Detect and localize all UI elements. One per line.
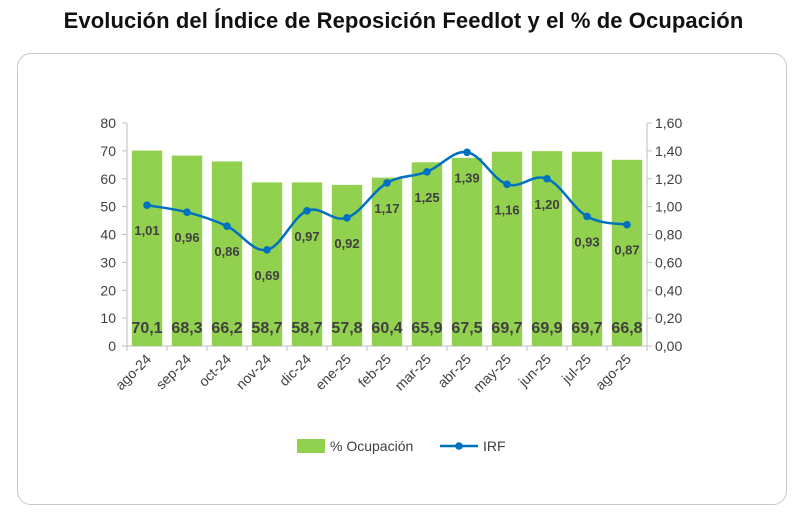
irf-point-ago-24 — [143, 201, 151, 210]
right-axis-tick-label: 1,40 — [655, 143, 682, 159]
x-axis-category-label: sep-24 — [153, 351, 195, 393]
x-axis-category-label: abr-25 — [434, 351, 474, 391]
irf-value-label: 0,96 — [174, 230, 199, 245]
right-axis-tick-label: 0,40 — [655, 282, 682, 298]
x-axis-category-label: ago-24 — [112, 351, 154, 393]
irf-point-sep-24 — [183, 208, 191, 216]
irf-value-label: 0,93 — [574, 234, 599, 249]
x-axis-category-label: nov-24 — [233, 351, 275, 393]
left-axis-tick-label: 80 — [100, 115, 116, 131]
x-axis-category-label: may-25 — [470, 351, 514, 395]
left-axis-tick-label: 40 — [100, 227, 116, 243]
bar-value-label: 67,5 — [451, 320, 482, 337]
bar-value-label: 57,8 — [331, 320, 362, 337]
left-axis-tick-label: 70 — [100, 143, 116, 159]
bar-sep-24 — [171, 155, 203, 346]
irf-point-jun-25 — [543, 174, 551, 183]
irf-point-jul-25 — [583, 212, 591, 221]
irf-value-label: 0,86 — [214, 244, 239, 259]
irf-value-label: 1,39 — [454, 170, 479, 185]
irf-value-label: 1,20 — [534, 197, 559, 212]
irf-point-abr-25 — [463, 148, 471, 157]
irf-point-feb-25 — [383, 179, 391, 187]
irf-value-label: 1,25 — [414, 190, 439, 205]
right-axis-tick-label: 1,60 — [655, 115, 682, 131]
bar-value-label: 65,9 — [411, 320, 442, 337]
irf-point-nov-24 — [263, 246, 271, 254]
left-axis-tick-label: 50 — [100, 199, 116, 215]
bar-value-label: 60,4 — [371, 320, 402, 337]
x-axis-category-label: mar-25 — [391, 351, 434, 394]
right-axis-tick-label: 0,20 — [655, 310, 682, 326]
bar-oct-24 — [211, 161, 243, 346]
bar-ago-25 — [611, 159, 643, 346]
irf-point-mar-25 — [423, 167, 431, 176]
irf-value-label: 1,17 — [374, 201, 399, 216]
right-axis-tick-label: 0,80 — [655, 227, 682, 243]
x-axis-category-label: oct-24 — [195, 351, 234, 390]
bar-value-label: 69,7 — [491, 320, 522, 337]
left-axis-tick-label: 10 — [100, 310, 116, 326]
irf-value-label: 0,97 — [294, 229, 319, 244]
irf-value-label: 0,92 — [334, 236, 359, 251]
bar-value-label: 70,1 — [131, 320, 162, 337]
left-axis-tick-label: 20 — [100, 282, 116, 298]
right-axis-tick-label: 0,00 — [655, 338, 682, 354]
irf-point-oct-24 — [223, 222, 231, 230]
irf-point-dic-24 — [303, 207, 311, 215]
right-axis-tick-label: 1,00 — [655, 199, 682, 215]
legend-irf-marker — [455, 442, 463, 450]
irf-point-may-25 — [503, 180, 511, 189]
bar-value-label: 58,7 — [251, 320, 282, 337]
x-axis-category-label: ago-25 — [592, 351, 634, 393]
irf-value-label: 0,87 — [614, 243, 639, 258]
legend-ocupacion-label: % Ocupación — [330, 438, 413, 454]
left-axis-tick-label: 60 — [100, 171, 116, 187]
bar-value-label: 69,7 — [571, 320, 602, 337]
right-axis-tick-label: 1,20 — [655, 171, 682, 187]
right-axis-tick-label: 0,60 — [655, 254, 682, 270]
irf-point-ene-25 — [343, 213, 351, 222]
legend-ocupacion-swatch — [297, 439, 325, 453]
left-axis-tick-label: 30 — [100, 254, 116, 270]
bar-nov-24 — [251, 182, 283, 346]
bar-mar-25 — [411, 162, 443, 346]
irf-value-label: 1,16 — [494, 202, 519, 217]
left-axis-tick-label: 0 — [108, 338, 116, 354]
irf-value-label: 0,69 — [254, 268, 279, 283]
x-axis-category-label: feb-25 — [355, 351, 395, 391]
x-axis-category-label: jun-25 — [515, 351, 555, 391]
x-axis-category-label: dic-24 — [276, 351, 314, 389]
bar-ago-24 — [131, 150, 163, 346]
legend-irf-label: IRF — [483, 438, 506, 454]
bar-value-label: 66,8 — [611, 320, 642, 337]
x-axis-category-label: jul-25 — [558, 351, 594, 387]
irf-point-ago-25 — [623, 220, 631, 229]
irf-value-label: 1,01 — [134, 223, 159, 238]
bar-value-label: 58,7 — [291, 320, 322, 337]
bar-value-label: 66,2 — [211, 320, 242, 337]
bar-jun-25 — [531, 151, 563, 346]
bar-abr-25 — [451, 157, 483, 346]
bar-value-label: 69,9 — [531, 320, 562, 337]
bar-value-label: 68,3 — [171, 320, 202, 337]
page-title: Evolución del Índice de Reposición Feedl… — [63, 8, 744, 33]
x-axis-category-label: ene-25 — [312, 351, 354, 393]
bar-feb-25 — [371, 177, 403, 346]
bar-jul-25 — [571, 151, 603, 346]
